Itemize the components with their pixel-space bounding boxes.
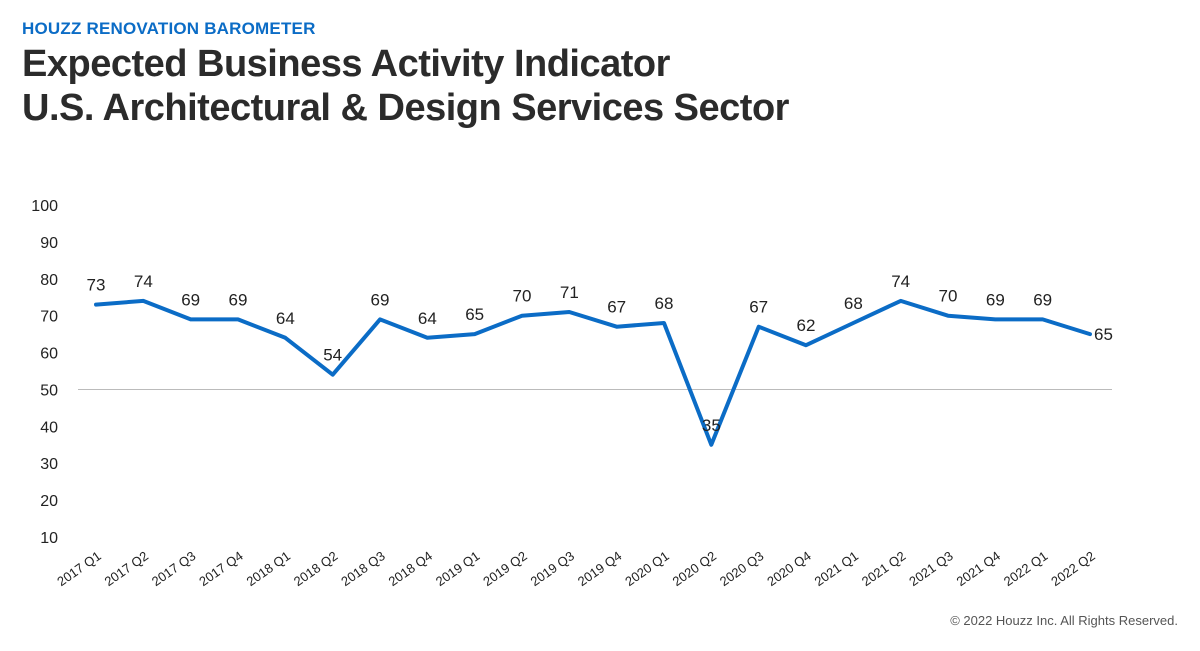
data-label: 62 [797, 316, 816, 335]
title-line-2: U.S. Architectural & Design Services Sec… [22, 87, 789, 129]
x-tick-label: 2017 Q2 [102, 548, 151, 589]
data-label: 35 [702, 416, 721, 435]
x-tick-label: 2021 Q4 [954, 548, 1003, 589]
data-label: 64 [418, 309, 437, 328]
data-label: 65 [465, 305, 484, 324]
report-eyebrow: HOUZZ RENOVATION BAROMETER [22, 19, 316, 38]
x-tick-label: 2022 Q1 [1001, 548, 1050, 589]
data-label: 70 [513, 287, 532, 306]
y-tick-label: 50 [40, 382, 58, 399]
copyright-notice: © 2022 Houzz Inc. All Rights Reserved. [950, 613, 1178, 628]
y-tick-label: 30 [40, 456, 58, 473]
x-tick-label: 2018 Q2 [291, 548, 340, 589]
data-label: 69 [371, 290, 390, 309]
x-tick-label: 2019 Q4 [575, 548, 624, 589]
data-label: 68 [655, 294, 674, 313]
x-tick-label: 2017 Q4 [196, 548, 245, 589]
y-tick-label: 40 [40, 419, 58, 436]
y-axis: 100 90 80 70 60 50 40 30 20 10 [31, 198, 58, 547]
data-label: 70 [939, 287, 958, 306]
data-label: 69 [229, 290, 248, 309]
x-tick-label: 2020 Q1 [622, 548, 671, 589]
x-tick-label: 2019 Q2 [480, 548, 529, 589]
y-tick-label: 100 [31, 198, 58, 215]
x-tick-label: 2019 Q1 [433, 548, 482, 589]
data-label: 69 [181, 290, 200, 309]
data-label: 64 [276, 309, 295, 328]
series-line-path [94, 298, 1092, 447]
data-label: 68 [844, 294, 863, 313]
x-tick-label: 2021 Q3 [906, 548, 955, 589]
data-label: 73 [87, 276, 106, 295]
data-label: 69 [1033, 290, 1052, 309]
x-tick-label: 2020 Q4 [764, 548, 813, 589]
page-title: Expected Business Activity Indicator U.S… [22, 42, 789, 130]
y-tick-label: 70 [40, 309, 58, 326]
y-tick-label: 80 [40, 272, 58, 289]
x-tick-label: 2022 Q2 [1048, 548, 1097, 589]
x-tick-label: 2018 Q4 [386, 548, 435, 589]
x-tick-label: 2018 Q1 [244, 548, 293, 589]
x-tick-label: 2020 Q3 [717, 548, 766, 589]
data-label: 54 [323, 346, 342, 365]
data-labels: 73 74 69 69 64 54 69 64 65 70 71 67 68 35 67 62 68 74 70 69… [87, 272, 1113, 435]
title-line-1: Expected Business Activity Indicator [22, 43, 670, 85]
data-label: 74 [134, 272, 153, 291]
data-label: 69 [986, 290, 1005, 309]
data-label: 67 [607, 298, 626, 317]
data-label: 67 [749, 298, 768, 317]
y-tick-label: 60 [40, 346, 58, 363]
x-tick-label: 2020 Q2 [670, 548, 719, 589]
y-tick-label: 20 [40, 493, 58, 510]
x-tick-label: 2017 Q1 [54, 548, 103, 589]
x-tick-label: 2019 Q3 [528, 548, 577, 589]
x-tick-label: 2021 Q1 [812, 548, 861, 589]
series-line [94, 298, 1092, 447]
y-tick-label: 90 [40, 235, 58, 252]
data-label: 71 [560, 283, 579, 302]
x-tick-label: 2021 Q2 [859, 548, 908, 589]
y-tick-label: 10 [40, 530, 58, 547]
data-label: 74 [891, 272, 910, 291]
x-tick-label: 2018 Q3 [338, 548, 387, 589]
data-label: 65 [1094, 325, 1113, 344]
x-tick-label: 2017 Q3 [149, 548, 198, 589]
